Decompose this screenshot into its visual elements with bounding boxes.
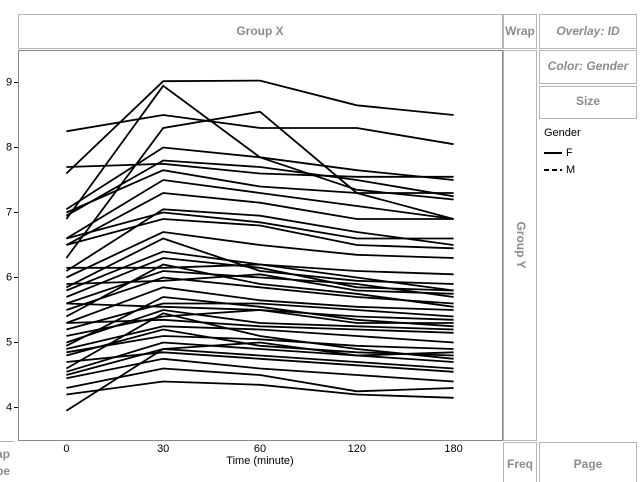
y-tick-label: 7	[6, 206, 12, 218]
series-line	[66, 328, 454, 357]
size-label: Size	[576, 94, 600, 108]
y-tick-label: 5	[6, 336, 12, 348]
series-line	[66, 325, 454, 350]
series-line	[66, 335, 454, 354]
x-axis-title: Time (minute)	[226, 455, 293, 467]
page-zone[interactable]	[539, 442, 637, 482]
color-zone[interactable]	[539, 50, 637, 84]
legend-label: F	[566, 147, 573, 159]
series-line	[66, 250, 454, 292]
y-tick-label: 6	[6, 271, 12, 283]
shape-label: Shape	[0, 464, 10, 478]
series-line	[65, 208, 454, 272]
group-y-zone[interactable]	[503, 50, 537, 441]
series-line	[66, 218, 454, 250]
map-label: Map	[0, 447, 10, 461]
overlay-zone[interactable]	[539, 14, 637, 49]
x-tick-label: 180	[444, 443, 462, 455]
series-line	[66, 318, 454, 334]
size-zone[interactable]	[539, 86, 637, 119]
series-line	[65, 296, 454, 347]
series-line	[65, 110, 454, 259]
series-line	[65, 146, 454, 211]
series-line	[66, 211, 454, 240]
series-line	[66, 286, 454, 324]
x-tick-label: 60	[254, 443, 266, 455]
x-tick-label: 0	[63, 443, 69, 455]
y-tick-label: 4	[6, 401, 12, 413]
wrap-zone[interactable]	[503, 14, 537, 49]
x-tick-label: 120	[348, 443, 366, 455]
y-tick-label: 9	[6, 76, 12, 88]
series-line	[65, 159, 454, 217]
group-x-label: Group X	[236, 24, 283, 38]
series-line	[66, 357, 454, 383]
freq-zone[interactable]	[503, 442, 537, 482]
series-line	[66, 380, 454, 399]
series-line	[65, 192, 454, 246]
series-line	[65, 179, 454, 240]
series-line	[66, 367, 454, 393]
overlay-label: Overlay: ID	[556, 24, 620, 38]
group-x-zone[interactable]	[18, 14, 503, 49]
series-line	[66, 231, 454, 279]
series-line	[65, 312, 454, 370]
series-line	[66, 302, 454, 331]
series-line	[66, 114, 454, 146]
legend-label: M	[566, 164, 575, 176]
freq-label: Freq	[507, 457, 533, 471]
series-line	[65, 79, 454, 175]
series-line	[66, 276, 454, 311]
color-label: Color: Gender	[548, 59, 630, 73]
series-line	[66, 348, 454, 376]
page-label: Page	[574, 457, 603, 471]
series-line	[65, 263, 454, 318]
x-tick-label: 30	[157, 443, 169, 455]
series-line	[66, 169, 454, 214]
series-line	[66, 351, 454, 373]
group-y-label: Group Y	[514, 221, 528, 268]
y-tick-label: 8	[6, 141, 12, 153]
wrap-label: Wrap	[505, 24, 535, 38]
series-line	[66, 309, 454, 337]
series-line	[65, 341, 454, 412]
series-line	[66, 162, 454, 178]
series-line	[66, 341, 454, 373]
legend-title: Gender	[544, 127, 581, 139]
